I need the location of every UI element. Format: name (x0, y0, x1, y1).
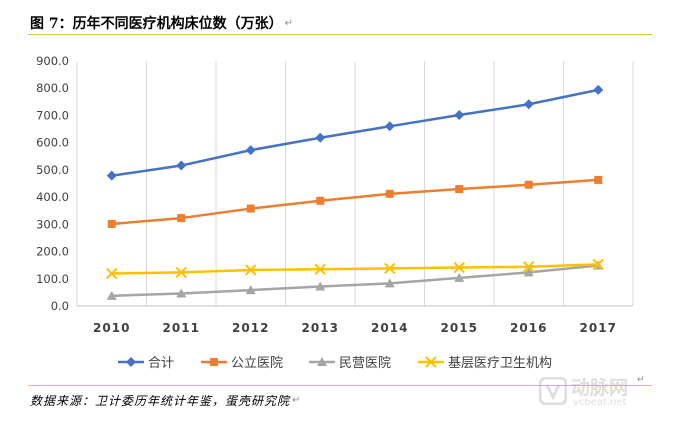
data-point (523, 267, 534, 277)
y-tick-label: 800.0 (36, 81, 69, 95)
data-point (177, 214, 186, 223)
data-point (455, 185, 464, 194)
data-point (385, 189, 394, 198)
x-tick-label: 2013 (302, 321, 339, 335)
x-axis: 2010 2011 2012 2013 2014 2015 2016 2017 (93, 321, 617, 335)
watermark-name: 动脉网 (571, 377, 629, 399)
x-tick-label: 2011 (163, 321, 200, 335)
x-tick-label: 2010 (93, 321, 130, 335)
data-point (246, 204, 255, 213)
legend-marker (317, 357, 327, 366)
watermark-url: vcbeat.net (573, 397, 627, 408)
y-tick-label: 0.0 (51, 299, 69, 313)
y-tick-label: 300.0 (36, 217, 69, 231)
paragraph-mark-icon: ↵ (292, 395, 301, 406)
data-point (593, 84, 604, 95)
x-tick-label: 2015 (441, 321, 478, 335)
data-point (384, 262, 396, 275)
data-point (594, 175, 603, 184)
chart-series (106, 84, 604, 300)
figure-title: 图 7：历年不同医疗机构床位数（万张） (30, 16, 283, 32)
y-axis: 0.0 100.0 200.0 300.0 400.0 500.0 600.0 700.0 80… (36, 54, 69, 313)
y-tick-label: 700.0 (36, 108, 69, 122)
line-chart: 0.0 100.0 200.0 300.0 400.0 500.0 600.0 700.0 80… (36, 54, 634, 371)
source-divider (28, 385, 652, 386)
source-row: 数据来源：卫计委历年统计年鉴，蛋壳研究院 ↵ (30, 392, 300, 409)
series-3 (106, 260, 604, 300)
data-point (316, 196, 325, 205)
data-point (453, 261, 465, 274)
data-point (592, 258, 604, 271)
x-tick-label: 2012 (232, 321, 269, 335)
data-point (107, 219, 116, 228)
figure-title-row: 图 7：历年不同医疗机构床位数（万张） ↵ (30, 12, 293, 34)
legend-marker (126, 357, 136, 367)
data-point (523, 261, 535, 273)
data-point (384, 121, 395, 132)
data-point (176, 160, 187, 171)
y-tick-label: 500.0 (36, 163, 69, 177)
data-point (454, 272, 465, 282)
data-point (523, 99, 534, 110)
paragraph-mark-icon: ↵ (284, 17, 294, 29)
series-2 (107, 175, 603, 228)
legend-item: 公立医院 (201, 356, 283, 371)
x-tick-label: 2014 (371, 321, 408, 335)
x-marker-stroke (384, 262, 396, 275)
x-marker-stroke (523, 261, 535, 273)
series-line (111, 178, 599, 226)
watermark: 动脉网 vcbeat.net (539, 373, 669, 413)
series-4 (106, 258, 604, 280)
legend-label: 公立医院 (231, 356, 283, 371)
data-point (315, 132, 326, 143)
y-tick-label: 200.0 (36, 245, 69, 259)
series-1 (106, 84, 604, 181)
data-point (245, 145, 256, 156)
x-tick-label: 2017 (580, 321, 617, 335)
legend-marker (425, 356, 437, 368)
legend-item: 合计 (118, 356, 174, 371)
legend-marker (210, 358, 218, 366)
series-line (111, 263, 599, 275)
data-point (314, 263, 326, 275)
data-point (106, 170, 117, 181)
y-tick-label: 100.0 (36, 272, 69, 286)
y-tick-label: 900.0 (36, 54, 69, 68)
legend-label: 民营医院 (339, 356, 391, 371)
x-marker-stroke (314, 263, 326, 275)
x-marker-stroke (592, 258, 604, 271)
paragraph-mark-icon: ↵ (637, 375, 645, 385)
x-marker-stroke (175, 266, 187, 279)
legend-label: 基层医疗卫生机构 (448, 356, 552, 371)
source-note: 数据来源：卫计委历年统计年鉴，蛋壳研究院 (30, 394, 291, 408)
data-point (384, 278, 395, 288)
series-line (111, 264, 599, 298)
legend-item: 基层医疗卫生机构 (418, 356, 552, 371)
y-tick-label: 400.0 (36, 190, 69, 204)
data-point (524, 180, 533, 189)
watermark-logo-icon (539, 377, 567, 405)
legend-item: 民营医院 (309, 356, 391, 371)
x-marker-stroke (106, 267, 118, 280)
chart-grid (76, 61, 634, 307)
x-marker-stroke (425, 356, 437, 368)
data-point (245, 264, 257, 276)
data-point (106, 267, 118, 280)
data-point (175, 266, 187, 279)
data-point (176, 288, 187, 298)
x-marker-stroke (453, 261, 465, 274)
y-tick-label: 600.0 (36, 136, 69, 150)
data-point (454, 110, 465, 121)
data-point (106, 290, 117, 300)
x-marker-stroke (245, 264, 257, 276)
series-line (111, 88, 599, 177)
legend-label: 合计 (148, 356, 174, 371)
data-point (245, 285, 256, 295)
data-point (315, 281, 326, 291)
x-tick-label: 2016 (510, 321, 547, 335)
chart-legend: 合计 公立医院 民营医院 基层医疗卫生机构 (118, 356, 552, 371)
title-divider (28, 34, 652, 35)
